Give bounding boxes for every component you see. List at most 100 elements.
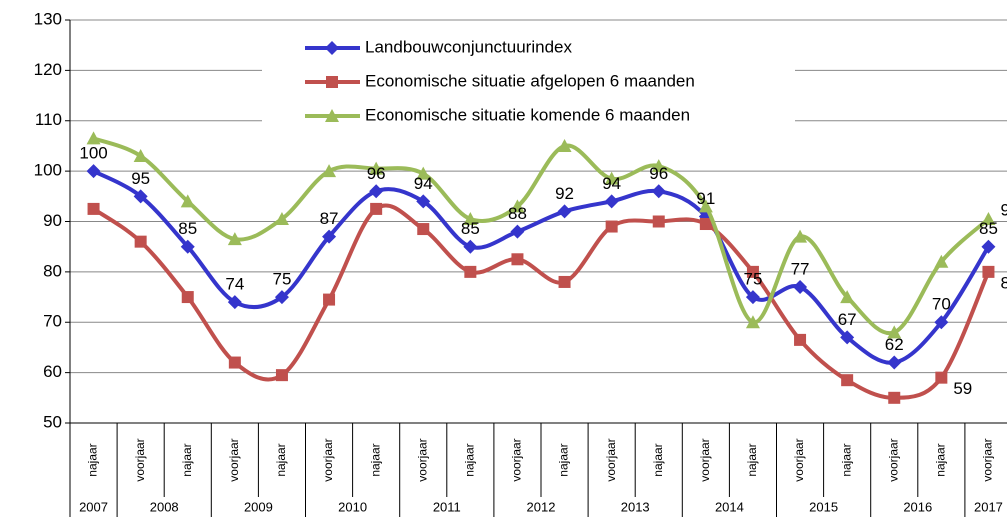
marker [274,290,289,305]
marker [370,202,383,215]
marker [323,293,336,306]
y-tick-label: 100 [34,161,62,180]
line [92,136,990,336]
year-label: 2009 [244,499,273,514]
marker [369,161,384,175]
marker [888,391,901,404]
year-label: 2014 [715,499,744,514]
year-label: 2016 [903,499,932,514]
marker [416,166,431,180]
x-tick-label: voorjaar [227,438,241,481]
y-tick-label: 130 [34,9,62,28]
y-tick-label: 60 [43,362,62,381]
year-label: 2011 [433,499,461,514]
x-tick-label: najaar [557,443,571,476]
y-tick-label: 120 [34,60,62,79]
marker [86,164,101,179]
marker [227,295,242,310]
y-tick-label: 110 [35,110,62,129]
data-label: 75 [272,270,291,289]
data-label: 95 [131,169,150,188]
marker [793,229,808,243]
x-tick-label: najaar [651,443,665,476]
data-label: 62 [885,335,904,354]
marker [840,330,855,345]
marker [698,199,713,213]
marker [651,159,666,173]
marker [133,189,148,204]
data-label: 77 [791,259,810,278]
x-tick-label: voorjaar [415,438,429,481]
data-label: 88 [508,204,527,223]
marker [935,371,948,384]
legend-label: Landbouwconjunctuurindex [365,37,572,56]
marker [228,356,241,369]
marker [651,184,666,199]
y-tick-label: 50 [43,412,62,431]
marker [86,131,101,145]
marker [887,325,902,339]
marker [745,315,760,329]
data-label: 91 [696,189,715,208]
series [86,131,996,339]
x-tick-label: najaar [463,443,477,476]
marker [605,220,618,233]
data-label: 85 [461,219,480,238]
x-tick-label: voorjaar [981,438,995,481]
x-tick-label: najaar [274,443,288,476]
marker [558,275,571,288]
legend-marker [325,109,339,122]
x-tick-label: voorjaar [792,438,806,481]
marker [840,290,855,304]
marker [180,194,195,208]
legend-marker [325,41,339,55]
marker [934,254,949,268]
marker [981,239,996,254]
marker [322,229,337,244]
data-label: 59 [953,379,972,398]
marker [463,211,478,225]
marker [180,239,195,254]
marker [369,184,384,199]
marker [181,291,194,304]
marker [134,235,147,248]
x-tick-label: najaar [86,443,100,476]
marker [463,239,478,254]
data-label: 87 [320,209,339,228]
marker [746,265,759,278]
data-label: 92 [555,184,574,203]
marker [322,164,337,178]
marker [87,202,100,215]
marker [841,374,854,387]
marker [227,232,242,246]
marker [793,279,808,294]
data-label: 94 [602,174,621,193]
marker [745,290,760,305]
y-tick-label: 70 [43,312,62,331]
data-label: 85 [178,219,197,238]
data-label: 80 [1000,273,1007,292]
marker [604,194,619,209]
series [86,164,996,370]
marker [417,223,430,236]
x-tick-label: najaar [934,443,948,476]
data-label: 100 [79,144,107,163]
marker [699,218,712,231]
legend-marker [326,76,338,88]
marker [416,194,431,209]
marker [511,253,524,266]
data-label: 74 [225,275,244,294]
marker [510,199,525,213]
year-label: 2008 [150,499,179,514]
marker [934,315,949,330]
x-tick-label: voorjaar [886,438,900,481]
legend-label: Economische situatie afgelopen 6 maanden [365,71,695,90]
line [92,203,991,400]
x-tick-label: najaar [745,443,759,476]
data-label: 91 [1000,200,1007,219]
data-label: 75 [743,270,762,289]
x-tick-label: voorjaar [698,438,712,481]
x-tick-label: voorjaar [510,438,524,481]
marker [133,149,148,163]
